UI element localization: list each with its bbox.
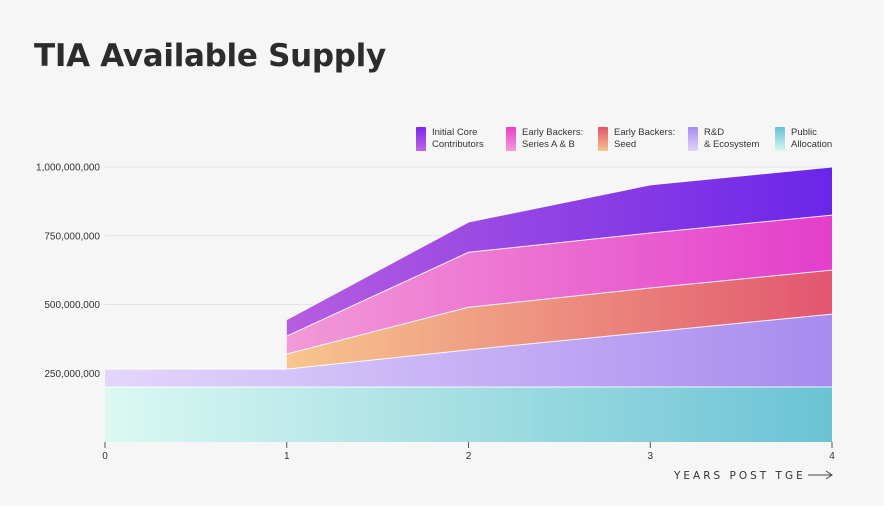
legend-item: Early Backers: Seed bbox=[598, 127, 675, 151]
y-tick-label: 500,000,000 bbox=[44, 300, 100, 311]
x-tick-label: 2 bbox=[466, 451, 472, 462]
swatch-series-ab bbox=[506, 127, 516, 151]
legend-label: Public Allocation bbox=[791, 127, 833, 150]
area-seed bbox=[286, 270, 832, 370]
area-top-line-rnd bbox=[105, 313, 833, 370]
x-tick-label: 0 bbox=[102, 451, 108, 462]
chart-title: TIA Available Supply bbox=[34, 38, 386, 74]
swatch-rnd bbox=[688, 127, 698, 151]
legend-label: R&D & Ecosystem bbox=[704, 127, 760, 150]
legend-item: R&D & Ecosystem bbox=[688, 127, 759, 151]
area-top-line-series_ab bbox=[286, 214, 833, 337]
area-series_ab bbox=[286, 215, 832, 354]
x-axis-title: YEARS POST TGE bbox=[673, 470, 806, 482]
legend-item: Early Backers: Series A & B bbox=[506, 127, 583, 151]
x-axis-ticks: 0 1 2 3 4 bbox=[102, 442, 835, 462]
area-top-line-seed bbox=[286, 269, 833, 355]
area-top-line-core_contributors bbox=[286, 166, 833, 321]
x-axis-title-group: YEARS POST TGE bbox=[673, 470, 833, 482]
area-core_contributors bbox=[286, 167, 832, 337]
y-tick-label: 1,000,000,000 bbox=[36, 163, 100, 174]
swatch-seed bbox=[598, 127, 608, 151]
y-tick-label: 750,000,000 bbox=[44, 231, 100, 242]
y-tick-label: 250,000,000 bbox=[44, 369, 100, 380]
area-public bbox=[105, 387, 832, 442]
legend-label: Initial Core Contributors bbox=[432, 127, 484, 150]
area-boundaries bbox=[105, 166, 833, 388]
y-axis-ticks: 250,000,000 500,000,000 750,000,000 1,000,0… bbox=[36, 163, 100, 380]
swatch-core-contributors bbox=[416, 127, 426, 151]
x-tick-label: 4 bbox=[829, 451, 835, 462]
arrow-right-icon bbox=[808, 470, 833, 480]
legend-item: Public Allocation bbox=[775, 127, 832, 151]
swatch-public bbox=[775, 127, 785, 151]
legend-label: Early Backers: Seed bbox=[614, 127, 676, 150]
legend-item: Initial Core Contributors bbox=[416, 127, 484, 151]
x-tick-label: 3 bbox=[647, 451, 653, 462]
legend-label: Early Backers: Series A & B bbox=[522, 127, 584, 150]
x-tick-label: 1 bbox=[284, 451, 290, 462]
